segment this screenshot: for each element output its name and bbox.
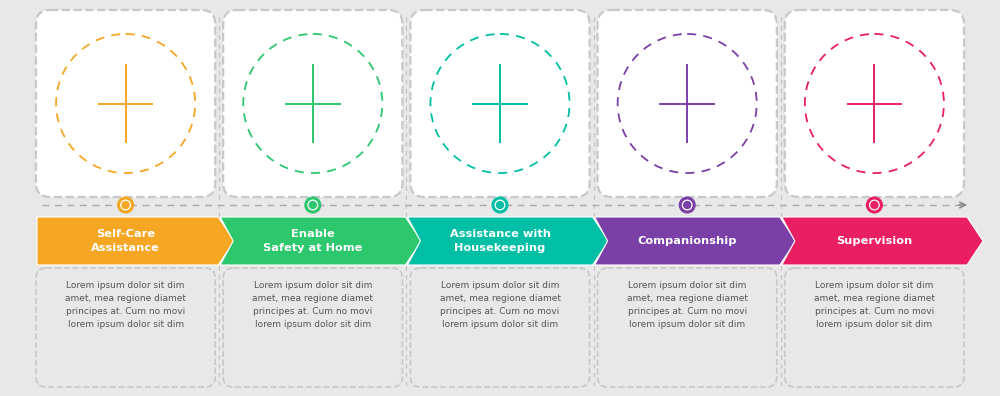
Text: 🏠: 🏠 <box>301 84 324 122</box>
FancyBboxPatch shape <box>410 268 590 387</box>
Text: Lorem ipsum dolor sit dim
amet, mea regione diamet
principes at. Cum no movi
lor: Lorem ipsum dolor sit dim amet, mea regi… <box>627 281 748 329</box>
FancyBboxPatch shape <box>223 10 402 197</box>
Text: Lorem ipsum dolor sit dim
amet, mea regione diamet
principes at. Cum no movi
lor: Lorem ipsum dolor sit dim amet, mea regi… <box>440 281 560 329</box>
Text: Lorem ipsum dolor sit dim
amet, mea regione diamet
principes at. Cum no movi
lor: Lorem ipsum dolor sit dim amet, mea regi… <box>252 281 373 329</box>
Polygon shape <box>220 217 421 265</box>
Text: Safety at Home: Safety at Home <box>263 243 362 253</box>
Text: Assistance with: Assistance with <box>450 229 550 239</box>
Text: 📷: 📷 <box>676 84 699 122</box>
Circle shape <box>119 198 133 212</box>
FancyBboxPatch shape <box>598 10 777 197</box>
FancyBboxPatch shape <box>36 10 215 197</box>
Text: 🛁: 🛁 <box>114 84 137 122</box>
Text: Supervision: Supervision <box>836 236 913 246</box>
Circle shape <box>496 202 504 209</box>
FancyBboxPatch shape <box>410 10 590 197</box>
Text: Enable: Enable <box>291 229 335 239</box>
Circle shape <box>493 198 507 212</box>
FancyBboxPatch shape <box>36 268 215 387</box>
Circle shape <box>867 198 881 212</box>
Text: Assistance: Assistance <box>91 243 160 253</box>
Circle shape <box>680 198 694 212</box>
Text: Self-Care: Self-Care <box>96 229 155 239</box>
Polygon shape <box>37 217 234 265</box>
Circle shape <box>306 198 320 212</box>
FancyBboxPatch shape <box>223 268 402 387</box>
Text: Lorem ipsum dolor sit dim
amet, mea regione diamet
principes at. Cum no movi
lor: Lorem ipsum dolor sit dim amet, mea regi… <box>814 281 935 329</box>
Text: Lorem ipsum dolor sit dim
amet, mea regione diamet
principes at. Cum no movi
lor: Lorem ipsum dolor sit dim amet, mea regi… <box>65 281 186 329</box>
Circle shape <box>684 202 691 209</box>
Text: 👁: 👁 <box>863 84 886 122</box>
Polygon shape <box>595 217 796 265</box>
Text: Housekeeping: Housekeeping <box>454 243 546 253</box>
FancyBboxPatch shape <box>785 268 964 387</box>
Circle shape <box>122 202 129 209</box>
Circle shape <box>871 202 878 209</box>
Circle shape <box>309 202 316 209</box>
Text: Companionship: Companionship <box>637 236 737 246</box>
FancyBboxPatch shape <box>785 10 964 197</box>
FancyBboxPatch shape <box>598 268 777 387</box>
Text: 🏡: 🏡 <box>488 84 512 122</box>
Polygon shape <box>782 217 983 265</box>
Polygon shape <box>407 217 609 265</box>
